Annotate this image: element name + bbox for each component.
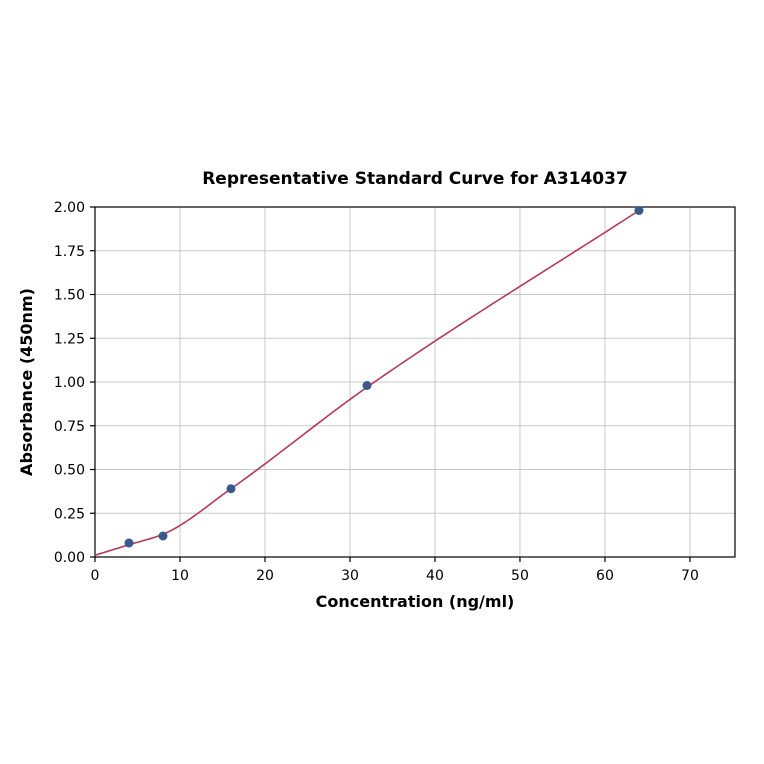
x-tick-label: 30: [341, 568, 359, 584]
y-tick-label: 2.00: [54, 200, 85, 216]
y-tick-label: 0.00: [54, 550, 85, 566]
plot-area: 0 10 20 30 40 50 60 70 0.00 0.25 0.50 0.75 1.00 1.25 1…: [54, 200, 736, 584]
y-tick-label: 1.25: [54, 331, 85, 347]
data-point: [634, 206, 644, 215]
data-point: [362, 381, 372, 390]
data-point: [158, 531, 168, 541]
x-tick-label: 40: [426, 568, 444, 584]
chart-title: Representative Standard Curve for A31403…: [202, 169, 628, 189]
x-tick-label: 70: [681, 568, 699, 584]
data-point: [226, 484, 236, 494]
x-axis-label: Concentration (ng/ml): [316, 592, 515, 611]
x-tick-label: 10: [171, 568, 189, 584]
y-tick-label: 0.50: [54, 463, 85, 479]
y-tick-label: 1.00: [54, 375, 85, 391]
x-tick-label: 0: [91, 568, 100, 584]
x-tick-label: 50: [511, 568, 529, 584]
y-tick-label: 1.75: [54, 244, 85, 260]
x-tick-label: 20: [256, 568, 274, 584]
y-axis-label: Absorbance (450nm): [17, 288, 36, 476]
y-tick-label: 0.25: [54, 506, 85, 522]
x-tick-label: 60: [596, 568, 614, 584]
y-tick-label: 0.75: [54, 419, 85, 435]
data-point: [124, 538, 134, 548]
y-tick-label: 1.50: [54, 288, 85, 304]
